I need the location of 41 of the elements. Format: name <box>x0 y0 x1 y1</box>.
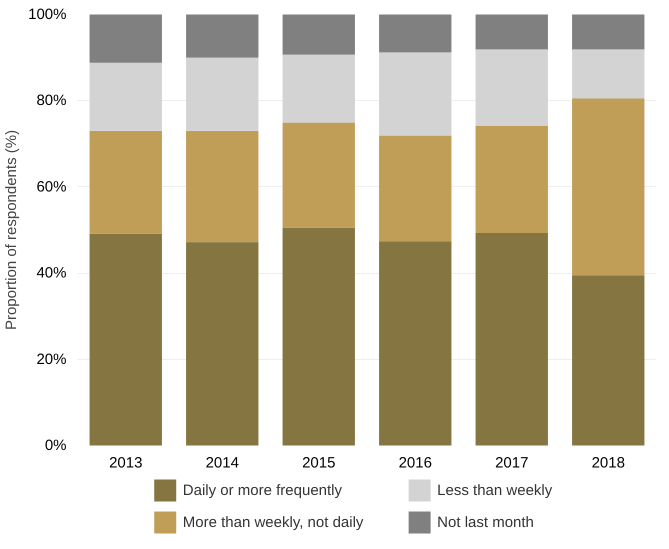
bar <box>90 234 162 446</box>
bar <box>90 130 162 234</box>
y-tick-label: 0% <box>44 437 67 454</box>
bar <box>476 14 548 50</box>
bar <box>572 49 644 99</box>
legend-label: Not last month <box>437 514 534 531</box>
legend-label: More than weekly, not daily <box>182 514 364 531</box>
bar <box>572 275 644 446</box>
bar <box>282 228 355 446</box>
x-tick-label: 2013 <box>109 454 142 472</box>
y-tick-label: 80% <box>36 92 67 110</box>
bar <box>90 14 162 63</box>
bar <box>282 14 355 55</box>
legend-label: Daily or more frequently <box>182 482 342 499</box>
y-tick-label: 100% <box>28 6 67 23</box>
bar <box>379 136 452 242</box>
bar <box>572 98 644 276</box>
bar <box>379 52 452 136</box>
x-tick-label: 2016 <box>398 454 432 472</box>
bar <box>186 242 258 446</box>
bar <box>476 126 548 234</box>
bar <box>572 14 644 50</box>
y-axis-title: Proportion of respondents (%) <box>3 130 20 330</box>
x-tick-label: 2018 <box>592 454 625 472</box>
bar <box>379 14 452 52</box>
bar <box>186 130 258 242</box>
bar <box>282 122 355 228</box>
bar <box>476 49 548 126</box>
legend-label: Less than weekly <box>437 482 553 499</box>
bar <box>186 58 258 131</box>
bar <box>476 233 548 446</box>
x-tick-label: 2014 <box>206 454 239 472</box>
bar <box>379 241 452 446</box>
y-tick-label: 60% <box>36 178 67 196</box>
x-tick-label: 2015 <box>302 454 336 472</box>
bar <box>282 54 355 123</box>
y-tick-label: 20% <box>36 350 67 368</box>
bar <box>186 14 258 58</box>
y-tick-label: 40% <box>36 264 67 282</box>
bar <box>90 62 162 131</box>
x-tick-label: 2017 <box>495 454 528 472</box>
